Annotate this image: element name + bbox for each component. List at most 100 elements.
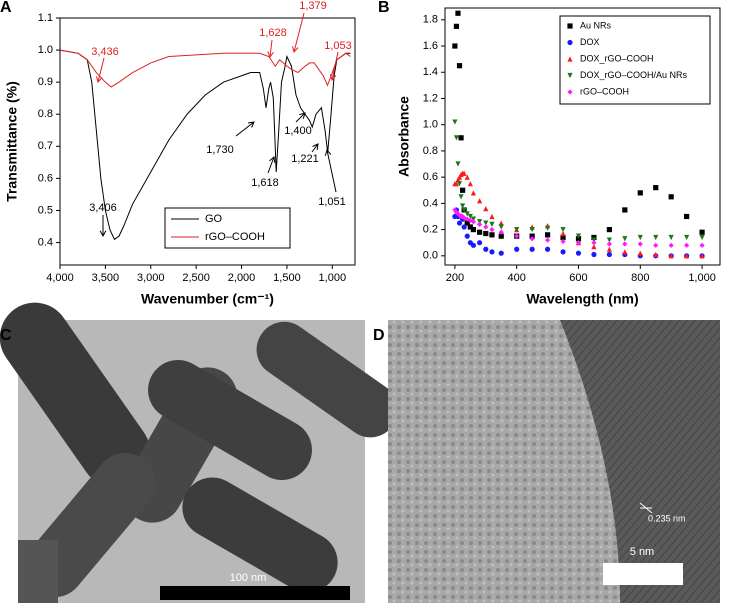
panel-label: B: [378, 0, 390, 16]
panel-label: A: [0, 0, 12, 16]
marker: [653, 242, 659, 248]
marker: [567, 56, 573, 62]
marker: [477, 229, 483, 235]
marker: [489, 226, 495, 233]
x-tick-label: 3,500: [92, 272, 120, 284]
marker: [483, 224, 489, 230]
marker: [498, 220, 504, 226]
marker: [470, 226, 477, 233]
marker: [456, 63, 463, 69]
marker: [464, 233, 470, 239]
marker: [477, 219, 483, 225]
marker: [606, 226, 612, 233]
marker: [575, 250, 582, 256]
marker: [453, 181, 460, 187]
marker: [456, 212, 463, 218]
marker: [467, 213, 473, 220]
marker: [699, 242, 705, 248]
arrow-head: [329, 74, 337, 82]
marker: [470, 216, 477, 222]
y-axis-title: Absorbance: [396, 96, 412, 177]
peak-arrow: [331, 51, 339, 81]
marker: [477, 198, 483, 204]
plot-frame: [59, 17, 356, 266]
arrow-head: [292, 46, 299, 54]
marker: [560, 234, 566, 241]
y-tick-label: 0.8: [423, 145, 438, 157]
legend-label: DOX_rGO–COOH: [580, 53, 654, 63]
marker: [458, 135, 464, 141]
legend-label: rGO–COOH: [580, 86, 629, 96]
marker: [456, 174, 463, 180]
marker: [544, 232, 551, 238]
x-tick-label: 200: [446, 272, 464, 284]
peak-label: 3,436: [91, 46, 119, 58]
marker: [489, 249, 495, 255]
marker: [456, 220, 463, 226]
x-tick-label: 2,000: [228, 272, 256, 284]
legend-label: Au NRs: [580, 20, 612, 30]
marker: [560, 226, 566, 233]
marker: [544, 225, 551, 231]
plot-frame: [444, 7, 721, 266]
marker: [467, 181, 473, 187]
marker: [514, 233, 520, 239]
marker: [591, 244, 597, 250]
marker: [461, 170, 467, 176]
marker: [637, 234, 643, 241]
y-tick-label: 0.6: [423, 171, 438, 183]
marker: [591, 234, 597, 241]
y-tick-label: 1.8: [423, 14, 438, 26]
legend-label: DOX_rGO–COOH/Au NRs: [580, 70, 688, 80]
marker: [606, 237, 612, 243]
lattice-spacing: 0.235 nm: [648, 513, 686, 523]
x-tick-label: 2,500: [182, 272, 210, 284]
x-tick-label: 1,000: [688, 272, 716, 284]
spectrum-line: [59, 49, 351, 88]
marker: [591, 251, 597, 258]
arrow-head: [269, 156, 276, 164]
peak-arrow: [295, 112, 306, 123]
peak-label: 1,379: [299, 0, 327, 12]
y-tick-label: 0.4: [38, 236, 53, 248]
marker: [668, 253, 674, 259]
peak-arrow: [235, 121, 255, 137]
marker: [455, 161, 461, 167]
marker: [567, 39, 573, 46]
marker: [606, 251, 612, 258]
peak-arrow: [326, 149, 337, 193]
legend-box: [559, 15, 711, 105]
panel-label: D: [373, 327, 385, 344]
peak-arrow: [267, 156, 275, 174]
marker: [498, 229, 504, 235]
x-axis-title: Wavenumber (cm⁻¹): [141, 291, 274, 307]
marker: [455, 10, 461, 16]
y-tick-label: 0.5: [38, 204, 53, 216]
marker: [498, 224, 504, 230]
peak-label: 1,618: [251, 177, 279, 189]
peak-label: 1,053: [324, 40, 352, 52]
peak-label: 1,051: [318, 196, 346, 208]
marker: [653, 234, 659, 241]
x-tick-label: 1,500: [273, 272, 301, 284]
x-tick-label: 800: [631, 272, 649, 284]
marker: [622, 207, 628, 213]
marker: [684, 234, 690, 241]
y-tick-label: 1.2: [423, 92, 438, 104]
scale-bar-label: 100 nm: [230, 572, 267, 584]
marker: [461, 224, 467, 230]
peak-arrow: [293, 12, 305, 53]
spectrum-line: [59, 49, 351, 241]
marker: [567, 72, 573, 79]
marker: [456, 181, 463, 187]
peak-label: 1,221: [291, 153, 319, 165]
y-tick-label: 1.4: [423, 66, 438, 78]
x-tick-label: 4,000: [46, 272, 74, 284]
marker: [699, 234, 705, 241]
marker: [452, 119, 458, 125]
peak-arrow: [269, 39, 273, 58]
y-tick-label: 1.6: [423, 40, 438, 52]
marker: [668, 194, 674, 200]
